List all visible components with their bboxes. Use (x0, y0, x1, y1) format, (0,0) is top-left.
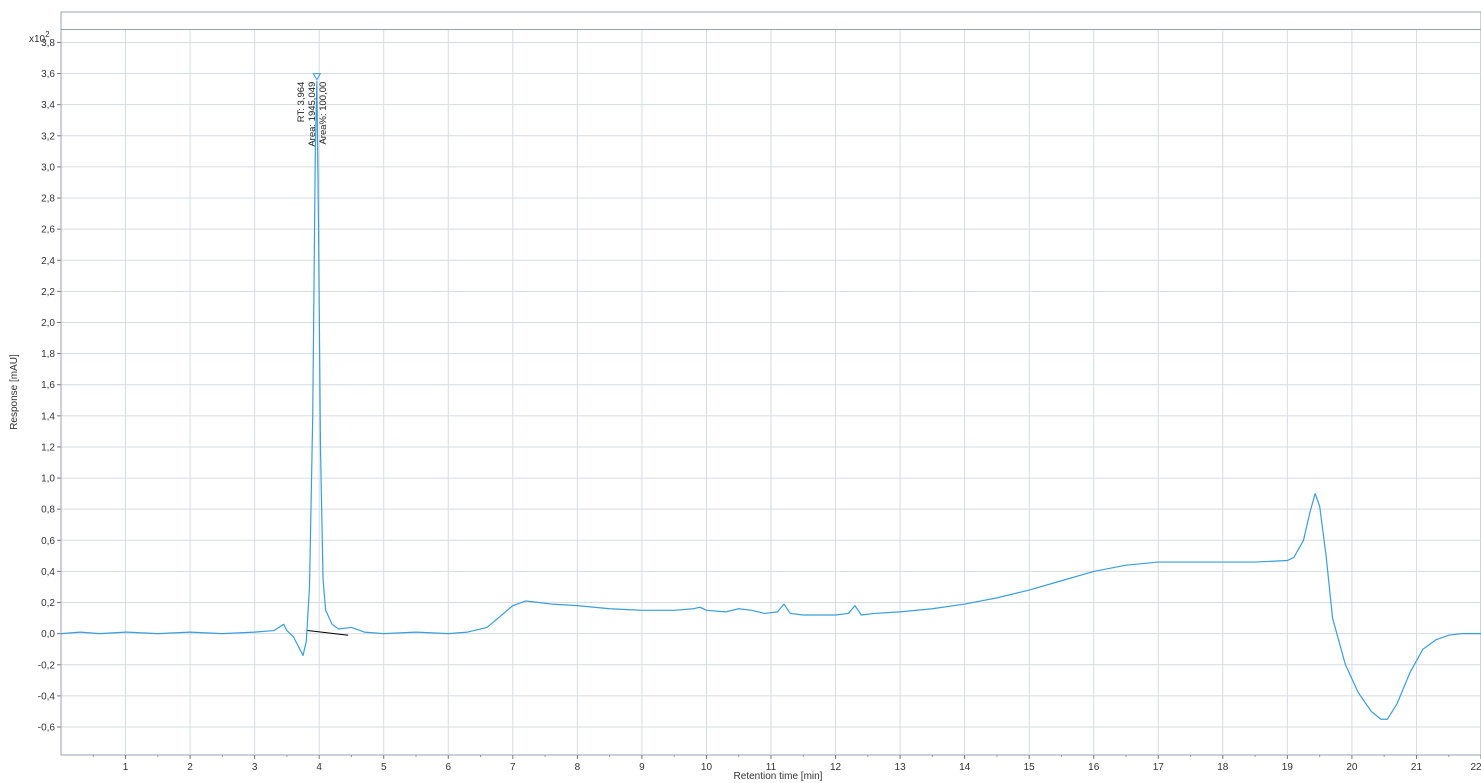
x-tick-label: 7 (510, 762, 516, 773)
y-tick-label: 0,0 (41, 629, 55, 640)
x-tick-label: 10 (701, 762, 713, 773)
chromatogram-trace (60, 80, 1481, 720)
peak-marker-icon (312, 73, 322, 81)
y-tick-label: 0,2 (41, 598, 55, 609)
peak-baseline (307, 630, 349, 636)
y-tick-label: 3,8 (41, 38, 55, 49)
y-tick-label: 3,6 (41, 69, 55, 80)
series (60, 80, 1481, 720)
y-multiplier-label: x102 (29, 30, 50, 45)
x-tick-label: 20 (1346, 762, 1358, 773)
y-tick-label: 1,0 (41, 474, 55, 485)
x-tick-label: 22 (1470, 762, 1481, 773)
x-tick-label: 17 (1153, 762, 1165, 773)
y-tick-label: 2,0 (41, 318, 55, 329)
y-tick-label: 3,4 (41, 100, 55, 111)
y-tick-label: 2,8 (41, 194, 55, 205)
x-tick-label: 11 (766, 762, 777, 773)
x-tick-label: 8 (575, 762, 581, 773)
x-tick-label: 5 (381, 762, 387, 773)
x-tick-label: 12 (830, 762, 842, 773)
peak-annotation-line: Area: 1945,049 (307, 82, 318, 147)
grid (61, 30, 1481, 755)
y-axis-title: Response [mAU] (9, 354, 20, 430)
y-tick-label: 1,4 (41, 411, 55, 422)
x-tick-label: 14 (959, 762, 971, 773)
y-tick-label: 3,2 (41, 131, 55, 142)
ticks: 1 2 3 4 5 6 7 8 9 10 11 12 13 14 15 16 17 18 19 20 21 22-0,6-… (38, 30, 1481, 773)
x-tick-label: 2 (187, 762, 193, 773)
y-tick-label: 2,2 (41, 287, 55, 298)
x-tick-label: 3 (252, 762, 258, 773)
y-tick-label: 0,6 (41, 536, 55, 547)
x-tick-label: 6 (445, 762, 451, 773)
x-tick-label: 13 (895, 762, 907, 773)
x-tick-label: 18 (1217, 762, 1229, 773)
x-tick-label: 9 (639, 762, 645, 773)
x-tick-label: 1 (123, 762, 129, 773)
x-tick-label: 21 (1411, 762, 1423, 773)
y-tick-label: 2,6 (41, 225, 55, 236)
y-tick-label: 0,8 (41, 505, 55, 516)
y-tick-label: -0,2 (38, 660, 56, 671)
y-tick-label: -0,4 (38, 691, 56, 702)
x-tick-label: 15 (1024, 762, 1036, 773)
y-tick-label: 0,4 (41, 567, 55, 578)
y-tick-label: 2,4 (41, 256, 55, 267)
y-tick-label: 3,0 (41, 162, 55, 173)
x-tick-label: 4 (316, 762, 322, 773)
x-tick-label: 16 (1088, 762, 1100, 773)
y-tick-label: 1,6 (41, 380, 55, 391)
y-tick-label: 1,2 (41, 442, 55, 453)
y-tick-label: 1,8 (41, 349, 55, 360)
peak-annotation: RT: 3,964 Area: 1945,049 Area%: 100,00 (296, 73, 329, 147)
y-tick-label: -0,6 (38, 722, 56, 733)
x-tick-label: 19 (1282, 762, 1294, 773)
peak-annotation-line: RT: 3,964 (296, 82, 307, 123)
peak-annotation-line: Area%: 100,00 (318, 82, 329, 145)
x-axis-title: Retention time [min] (734, 771, 823, 782)
